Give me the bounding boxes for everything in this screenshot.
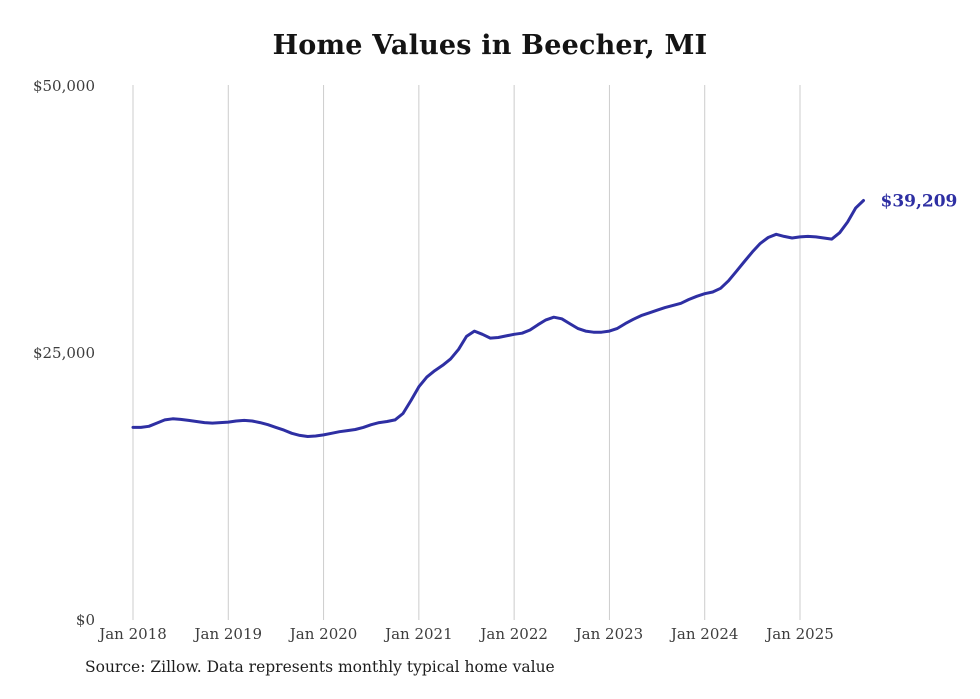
x-axis-labels-group: Jan 2018 Jan 2019 Jan 2020 Jan 2021 Jan 2022… <box>97 625 834 643</box>
x-tick-label-2020: Jan 2020 <box>288 625 358 643</box>
x-tick-label-2025: Jan 2025 <box>764 625 834 643</box>
y-tick-label-25000: $25,000 <box>33 344 95 362</box>
gridlines-group <box>132 85 801 620</box>
end-value-label: $39,209 <box>881 192 958 212</box>
y-axis-labels-group: $50,000 $25,000 $0 <box>33 77 95 629</box>
x-tick-label-2024: Jan 2024 <box>669 625 739 643</box>
home-value-series-line <box>131 199 865 438</box>
x-tick-label-2022: Jan 2022 <box>478 625 548 643</box>
x-tick-label-2018: Jan 2018 <box>97 625 167 643</box>
y-tick-label-50000: $50,000 <box>33 77 95 95</box>
source-note: Source: Zillow. Data represents monthly … <box>85 658 555 676</box>
x-tick-label-2021: Jan 2021 <box>383 625 453 643</box>
y-tick-label-0: $0 <box>76 611 95 629</box>
x-tick-label-2019: Jan 2019 <box>193 625 263 643</box>
x-tick-label-2023: Jan 2023 <box>574 625 644 643</box>
chart-title: Home Values in Beecher, MI <box>272 30 708 61</box>
